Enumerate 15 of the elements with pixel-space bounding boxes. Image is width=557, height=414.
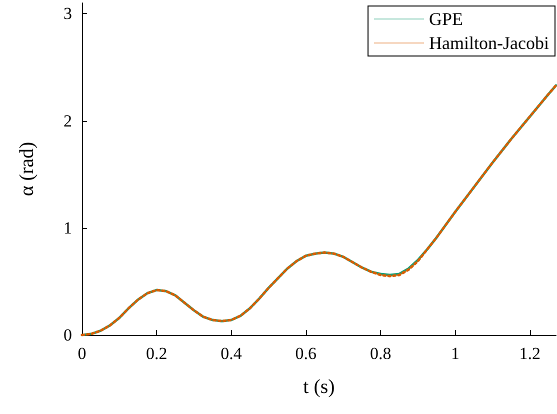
x-tick-label: 0.8 (370, 344, 392, 363)
x-tick-label: 1.2 (519, 344, 540, 363)
x-tick-label: 0.6 (295, 344, 317, 363)
x-tick-label: 1 (450, 344, 460, 363)
y-tick-label: 3 (64, 4, 72, 24)
x-tick-label: 0 (78, 344, 86, 363)
legend-label: GPE (429, 9, 464, 29)
y-tick-label: 0 (64, 326, 72, 344)
y-tick-label: 2 (64, 111, 72, 130)
legend-label: Hamilton-Jacobi (429, 33, 550, 53)
x-tick-label: 0.2 (146, 344, 168, 363)
x-axis-title: t (s) (303, 376, 335, 398)
y-axis-title: α (rad) (16, 142, 38, 196)
y-tick-label: 1 (64, 218, 72, 238)
x-tick-label: 0.4 (220, 344, 242, 363)
